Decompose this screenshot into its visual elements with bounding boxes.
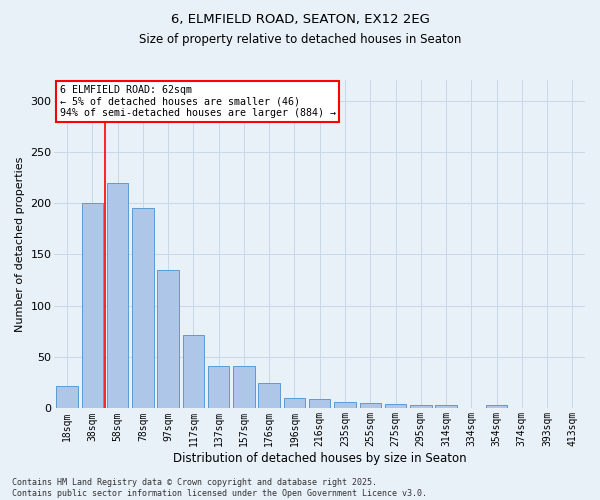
Bar xyxy=(132,208,154,408)
Bar xyxy=(208,366,229,408)
Bar xyxy=(309,399,331,408)
Text: Size of property relative to detached houses in Seaton: Size of property relative to detached ho… xyxy=(139,32,461,46)
Bar xyxy=(284,398,305,408)
Bar xyxy=(56,386,78,408)
Bar xyxy=(385,404,406,408)
X-axis label: Distribution of detached houses by size in Seaton: Distribution of detached houses by size … xyxy=(173,452,467,465)
Bar xyxy=(233,366,254,408)
Bar xyxy=(82,203,103,408)
Y-axis label: Number of detached properties: Number of detached properties xyxy=(15,156,25,332)
Text: 6, ELMFIELD ROAD, SEATON, EX12 2EG: 6, ELMFIELD ROAD, SEATON, EX12 2EG xyxy=(170,12,430,26)
Bar xyxy=(410,406,431,408)
Bar xyxy=(182,334,204,408)
Bar xyxy=(334,402,356,408)
Bar xyxy=(107,182,128,408)
Bar xyxy=(259,383,280,408)
Bar xyxy=(486,406,508,408)
Text: 6 ELMFIELD ROAD: 62sqm
← 5% of detached houses are smaller (46)
94% of semi-deta: 6 ELMFIELD ROAD: 62sqm ← 5% of detached … xyxy=(60,85,336,118)
Bar xyxy=(436,406,457,408)
Text: Contains HM Land Registry data © Crown copyright and database right 2025.
Contai: Contains HM Land Registry data © Crown c… xyxy=(12,478,427,498)
Bar xyxy=(157,270,179,408)
Bar xyxy=(359,404,381,408)
